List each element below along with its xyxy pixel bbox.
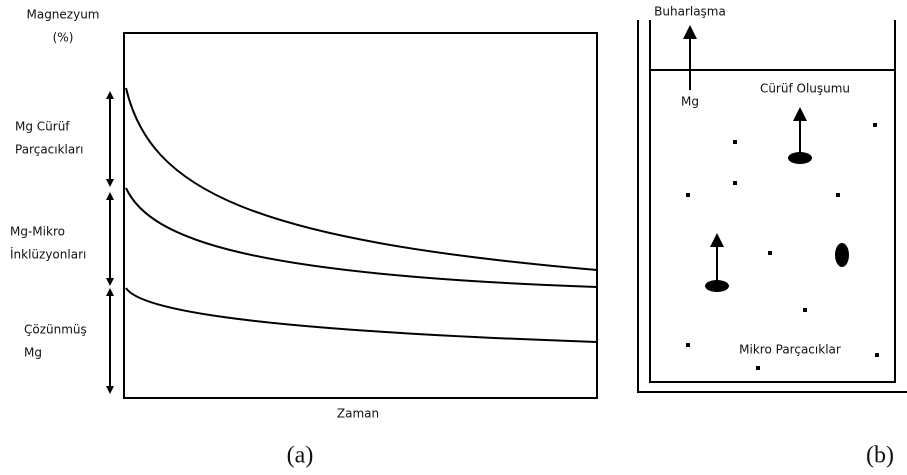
- y-label: Magnezyum: [26, 8, 99, 22]
- curve-slag: [126, 88, 597, 270]
- vessel-outer: [638, 20, 907, 392]
- label: Cürüf Oluşumu: [760, 82, 850, 96]
- vessel-inner: [650, 20, 895, 382]
- label: Mg: [681, 95, 699, 109]
- curve-inclusion: [126, 188, 597, 287]
- y-label: (%): [53, 31, 74, 45]
- label: Mikro Parçacıklar: [739, 343, 841, 357]
- caption: (b): [866, 443, 894, 469]
- slag-particle: [835, 243, 849, 267]
- region-label: İnklüzyonları: [10, 247, 86, 262]
- region-label: Mg: [24, 346, 42, 360]
- region-label: Çözünmüş: [24, 323, 87, 337]
- region-label: Parçacıkları: [15, 143, 84, 157]
- slag-particle: [788, 152, 812, 164]
- caption: (a): [287, 443, 314, 469]
- label: Buharlaşma: [654, 5, 726, 19]
- figure: Magnezyum (%) Mg Cürüf Parçacıkları Mg-M…: [0, 0, 907, 475]
- region-label: Mg-Mikro: [10, 225, 65, 239]
- curve-dissolved: [126, 288, 597, 342]
- micro-particles: [686, 123, 879, 370]
- slag-particle: [705, 280, 729, 292]
- plot-frame: [124, 33, 597, 398]
- region-label: Mg Cürüf: [15, 120, 70, 134]
- x-label: Zaman: [337, 407, 379, 421]
